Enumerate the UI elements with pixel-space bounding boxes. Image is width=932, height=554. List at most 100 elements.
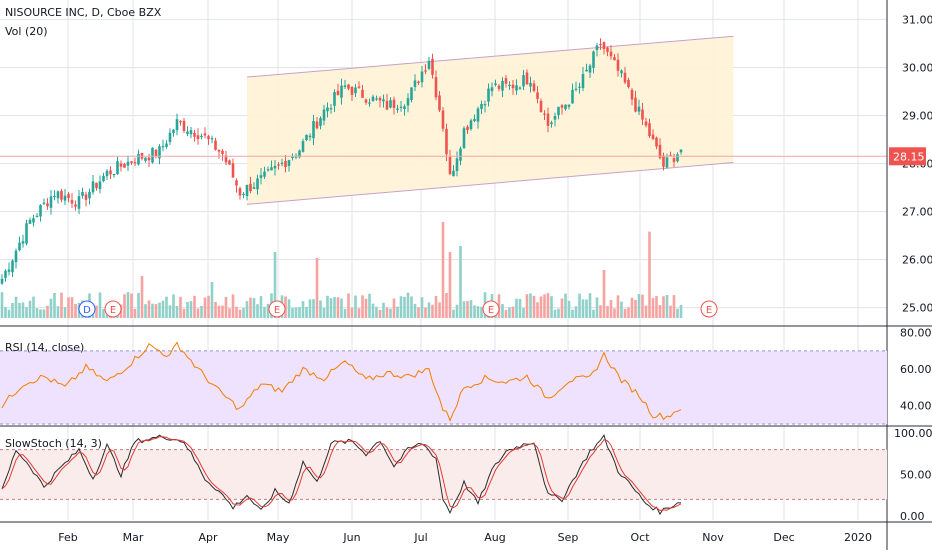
volume-bar-149 [522,307,525,318]
volume-bar-21 [74,303,77,318]
candle-body-1 [4,270,7,278]
volume-bar-53 [186,301,189,318]
candle-body-34 [119,163,123,167]
candle-body-120 [420,71,424,83]
candle-body-159 [557,106,560,116]
volume-bar-147 [515,298,518,318]
volume-bar-29 [102,309,105,318]
volume-bar-45 [158,302,161,318]
volume-bar-96 [336,297,340,318]
candle-body-72 [252,187,256,189]
candle-body-68 [238,188,242,196]
candle-body-38 [133,162,137,164]
candle-body-12 [42,202,46,204]
volume-bar-37 [130,293,133,318]
candle-body-173 [606,47,609,52]
volume-bar-93 [326,295,329,318]
volume-bar-150 [525,294,529,318]
volume-bar-47 [165,296,168,318]
candle-body-40 [140,152,144,159]
channel-lower-line [246,162,734,205]
volume-bar-122 [427,302,431,318]
volume-bar-50 [175,305,179,318]
candle-body-132 [462,128,466,149]
volume-bar-182 [637,293,641,318]
candle-body-57 [200,135,203,138]
volume-bar-118 [413,303,417,318]
candle-body-150 [525,72,529,85]
candle-body-117 [410,87,413,100]
volume-bar-192 [672,295,676,318]
volume-bar-167 [585,299,588,318]
candle-body-100 [350,86,354,95]
candle-body-87 [305,134,308,141]
candle-body-74 [259,175,263,178]
candle-body-179 [627,79,630,88]
volume-bar-72 [252,298,256,318]
candle-body-183 [641,109,644,120]
volume-bar-125 [438,302,441,318]
candle-body-24 [84,194,88,200]
candle-body-139 [487,88,490,102]
candle-body-27 [95,182,98,189]
candle-body-118 [413,80,417,87]
candle-body-160 [560,105,564,108]
volume-bar-4 [14,296,18,318]
volume-bar-119 [417,307,420,318]
candle-body-165 [578,86,581,88]
candle-body-141 [494,83,497,85]
candle-body-76 [266,169,270,171]
candle-body-89 [312,120,315,139]
volume-bar-98 [343,308,347,318]
candle-body-151 [529,82,532,87]
stoch-band [0,449,887,500]
candle-body-192 [672,158,676,162]
candle-body-5 [18,242,21,251]
candle-body-4 [14,250,18,263]
volume-bar-107 [375,306,378,318]
volume-bar-155 [543,294,546,318]
volume-bar-56 [196,308,200,318]
candle-body-114 [399,106,403,108]
volume-bar-170 [595,297,599,318]
volume-bar-175 [613,308,616,318]
volume-bar-172 [602,270,606,318]
volume-bar-115 [403,296,406,318]
candle-body-61 [214,140,217,150]
volume-bar-100 [350,307,354,318]
candle-body-140 [490,87,494,92]
candle-body-115 [403,106,406,110]
candle-body-65 [228,160,231,165]
candle-body-62 [217,149,221,152]
symbol-title[interactable]: NISOURCE INC, D, Cboe BZX [5,6,162,19]
volume-bar-183 [641,294,644,318]
volume-bar-81 [284,296,287,318]
volume-bar-112 [392,298,396,318]
candle-body-80 [280,162,284,165]
candle-body-0 [0,278,4,284]
volume-bar-194 [679,304,683,318]
volume-bar-109 [382,302,385,318]
time-axis-label-4: Jun [342,531,360,544]
candle-body-94 [329,108,333,110]
stoch-axis-tick-2: 0.00 [900,510,925,523]
candle-body-162 [567,104,571,107]
rsi-indicator-label[interactable]: RSI (14, close) [5,341,85,354]
rsi-axis-tick-0: 80.00 [900,327,932,340]
volume-indicator-label[interactable]: Vol (20) [5,25,48,38]
candle-body-66 [231,163,235,178]
candle-body-148 [518,87,522,89]
rsi-line [1,341,682,422]
candle-body-112 [392,99,396,108]
candle-body-56 [196,135,200,140]
candle-body-29 [102,176,105,182]
volume-bar-18 [63,307,67,318]
candle-body-52 [182,120,186,132]
candle-body-168 [588,65,592,73]
volume-bar-28 [98,292,102,318]
candle-body-167 [585,69,588,72]
stoch-indicator-label[interactable]: SlowStoch (14, 3) [5,437,102,450]
candle-body-11 [39,205,42,217]
candle-body-133 [466,126,469,131]
